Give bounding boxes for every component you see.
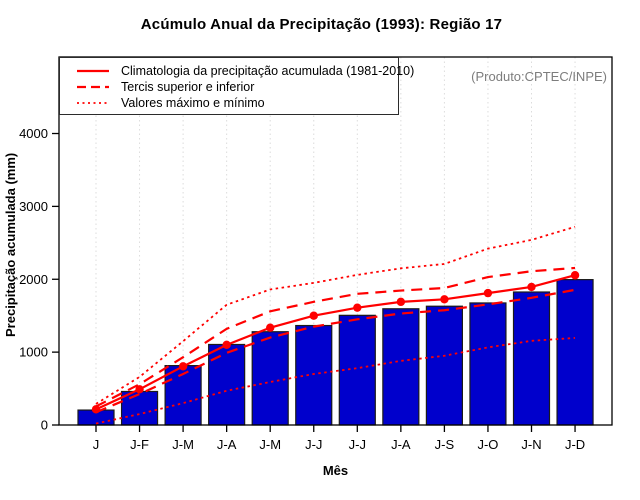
x-tick-label: J-N xyxy=(521,437,541,452)
climatology-point xyxy=(222,340,231,350)
bar xyxy=(425,305,463,426)
legend-label-maxmin: Valores máximo e mínimo xyxy=(121,96,265,110)
bar xyxy=(512,291,551,426)
solid-series-line xyxy=(95,274,576,411)
bar xyxy=(208,343,246,426)
x-tick-label: J xyxy=(93,437,100,452)
x-tick-label: J-M xyxy=(172,437,194,452)
climatology-point xyxy=(527,282,536,292)
climatology-point xyxy=(91,405,101,414)
x-tick-label: J-M xyxy=(259,437,281,452)
climatology-point xyxy=(266,323,275,332)
product-watermark: (Produto:CPTEC/INPE) xyxy=(471,69,607,84)
legend-box: Climatologia da precipitação acumulada (… xyxy=(59,57,414,115)
y-tick-label: 4000 xyxy=(19,126,48,141)
bar xyxy=(120,390,159,426)
x-axis-label: Mês xyxy=(322,463,349,478)
bar xyxy=(295,324,333,426)
climatology-point xyxy=(309,311,318,320)
dashed-series-line xyxy=(95,266,576,408)
y-tick-label: 1000 xyxy=(19,345,48,360)
bar xyxy=(556,279,594,426)
bar xyxy=(469,302,507,426)
climatology-point xyxy=(570,271,580,280)
dashed-line-icon xyxy=(77,85,109,89)
bar xyxy=(338,314,376,426)
legend-item-terciles: Tercis superior e inferior xyxy=(76,79,398,95)
dotted-line-icon xyxy=(77,102,109,104)
legend-label-climatology: Climatologia da precipitação acumulada (… xyxy=(121,64,415,78)
x-tick-label: J-S xyxy=(435,437,455,452)
bar xyxy=(164,365,202,426)
climatology-point xyxy=(440,295,449,304)
legend-item-maxmin: Valores máximo e mínimo xyxy=(76,95,398,111)
x-tick-label: J-J xyxy=(305,437,322,452)
y-axis-label: Precipitação acumulada (mm) xyxy=(3,152,18,338)
x-tick-label: J-A xyxy=(217,437,237,452)
bar xyxy=(251,331,289,426)
climatology-point xyxy=(178,362,188,371)
y-tick-label: 0 xyxy=(41,418,48,433)
climatology-point xyxy=(135,385,144,394)
y-tick-label: 2000 xyxy=(19,272,48,287)
x-tick-label: J-F xyxy=(130,437,149,452)
legend-label-terciles: Tercis superior e inferior xyxy=(121,80,255,94)
climatology-point xyxy=(396,297,406,307)
dashed-series-line xyxy=(95,288,576,414)
dotted-series-line xyxy=(95,225,576,405)
chart-title: Acúmulo Anual da Precipitação (1993): Re… xyxy=(140,16,503,33)
climatology-point xyxy=(483,288,493,298)
climatology-point xyxy=(353,303,362,312)
x-tick-label: J-O xyxy=(477,437,498,452)
x-tick-label: J-A xyxy=(391,437,411,452)
legend-item-climatology: Climatologia da precipitação acumulada (… xyxy=(76,63,414,79)
x-tick-label: J-J xyxy=(349,437,366,452)
x-tick-label: J-D xyxy=(565,437,585,452)
bar xyxy=(382,308,420,426)
y-tick-label: 3000 xyxy=(19,199,48,214)
solid-line-icon xyxy=(77,69,109,73)
